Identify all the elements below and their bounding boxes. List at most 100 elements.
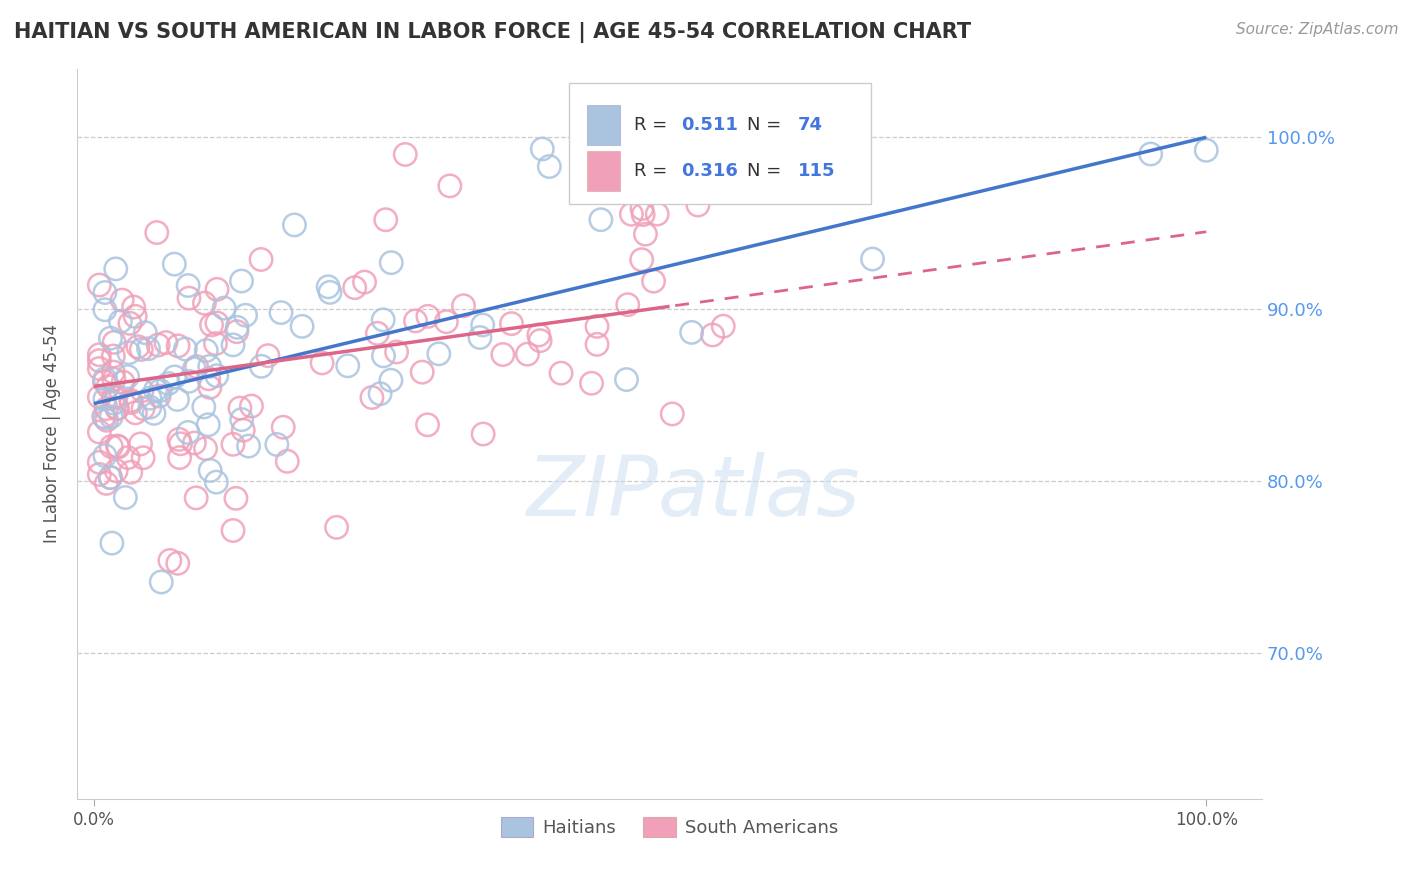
Point [343,280,366,294]
Point [198,380,221,394]
Point [586,337,609,351]
Point [270,305,292,319]
Point [146,226,169,240]
Point [336,359,359,373]
Point [159,553,181,567]
Y-axis label: In Labor Force | Age 45-54: In Labor Force | Age 45-54 [44,324,60,543]
Point [143,406,166,420]
Point [118,345,141,359]
FancyBboxPatch shape [586,151,620,191]
Point [163,257,186,271]
Point [169,436,191,450]
Point [686,198,709,212]
Point [711,319,734,334]
Point [538,160,561,174]
Point [316,279,339,293]
Point [105,401,128,416]
Point [527,328,550,343]
Point [319,285,342,300]
Point [149,384,172,398]
Point [157,376,180,391]
Point [94,372,117,386]
Point [368,386,391,401]
Point [616,373,638,387]
Point [103,349,125,363]
Point [468,330,491,344]
Point [194,442,217,456]
Point [104,261,127,276]
Point [634,227,657,242]
Point [1195,143,1218,157]
Point [94,392,117,406]
Point [124,310,146,324]
Point [291,319,314,334]
Point [103,372,125,386]
Point [394,147,416,161]
Point [361,391,384,405]
Point [100,331,122,345]
Point [89,348,111,362]
Point [645,207,668,221]
Point [380,255,402,269]
Point [174,342,197,356]
Point [353,275,375,289]
Point [89,278,111,293]
Point [89,390,111,404]
Point [177,375,200,389]
Text: HAITIAN VS SOUTH AMERICAN IN LABOR FORCE | AGE 45-54 CORRELATION CHART: HAITIAN VS SOUTH AMERICAN IN LABOR FORCE… [14,22,972,44]
Point [225,491,247,506]
Point [97,379,120,393]
Point [439,178,461,193]
Point [120,465,142,479]
Point [276,454,298,468]
Point [177,425,200,440]
Point [373,313,395,327]
Point [186,359,208,374]
Text: N =: N = [747,116,786,134]
Text: ZIPatlas: ZIPatlas [526,451,860,533]
Point [586,319,609,334]
Point [681,326,703,340]
Point [94,285,117,300]
Point [250,252,273,267]
Text: Source: ZipAtlas.com: Source: ZipAtlas.com [1236,22,1399,37]
Point [620,207,643,221]
Point [205,282,228,296]
Text: 0.316: 0.316 [682,161,738,180]
Point [132,401,155,416]
Point [453,299,475,313]
Point [283,218,305,232]
Point [103,335,125,350]
Point [177,278,200,293]
Point [148,338,170,352]
Point [155,335,177,350]
Point [197,417,219,432]
Point [205,475,228,489]
Point [385,345,408,359]
Point [661,407,683,421]
Point [89,455,111,469]
Point [231,274,253,288]
Point [118,317,141,331]
Point [163,370,186,384]
Text: 0.511: 0.511 [682,116,738,134]
Point [111,293,134,307]
Text: N =: N = [747,161,786,180]
Point [132,450,155,465]
Point [103,396,125,410]
Point [89,467,111,482]
Point [101,536,124,550]
Point [186,491,208,505]
Point [492,347,515,361]
Point [222,437,245,451]
Point [110,314,132,328]
Point [862,252,884,266]
Point [212,301,235,315]
Point [516,347,538,361]
Point [643,274,665,288]
Point [96,401,118,416]
Point [238,439,260,453]
Point [129,437,152,451]
FancyBboxPatch shape [569,83,870,203]
Point [240,399,263,413]
